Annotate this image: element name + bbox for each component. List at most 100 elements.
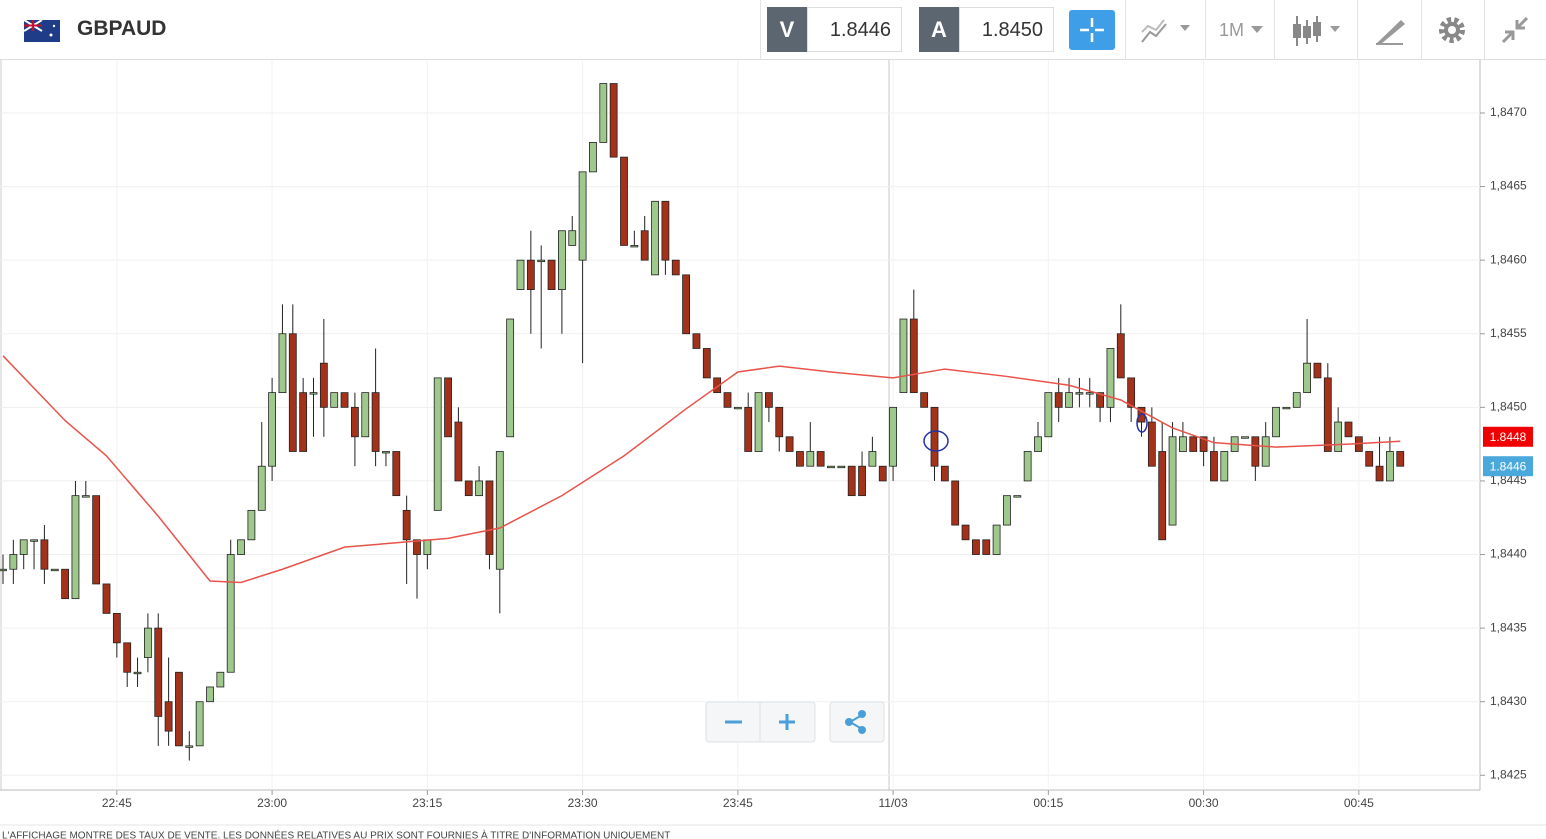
candle-body [1251, 436, 1260, 467]
candle-body [1023, 451, 1032, 482]
candle-body [350, 406, 359, 438]
buy-price[interactable]: 1.8450 [959, 7, 1054, 52]
x-tick-label: 00:45 [1344, 796, 1374, 810]
y-tick-label: 1,8435 [1490, 620, 1527, 634]
candle-body [299, 392, 308, 452]
share-dot [845, 718, 853, 726]
candle-body [361, 392, 370, 438]
candle-body [620, 156, 628, 246]
candle-body [558, 230, 566, 290]
candle-body [1303, 362, 1311, 394]
x-tick-label: 11/03 [879, 796, 908, 810]
candle-body [837, 465, 846, 469]
candle-body [288, 333, 297, 452]
separator [1125, 0, 1126, 60]
timeframe[interactable]: 1M [1219, 20, 1245, 40]
candle-body [1147, 421, 1156, 467]
candle-body [278, 333, 287, 394]
candle-body [9, 554, 18, 570]
candle-body [506, 318, 515, 438]
candle-body [154, 627, 163, 717]
sell-price[interactable]: 1.8446 [807, 7, 902, 52]
candle-body [589, 142, 597, 173]
candle-body [454, 421, 463, 482]
candle-body [19, 539, 28, 555]
x-tick-label: 23:15 [412, 796, 442, 810]
price-tag [1483, 426, 1533, 447]
candle-body [485, 480, 494, 555]
candle-body [1065, 392, 1073, 408]
candle-body [237, 539, 245, 555]
candle-body [547, 259, 556, 290]
buy-label[interactable]: A [919, 7, 959, 52]
candle-body [609, 83, 618, 158]
candle-body [1003, 495, 1011, 526]
candle-body [1365, 451, 1374, 467]
candle-body [765, 392, 773, 408]
x-tick-label: 23:45 [723, 796, 753, 810]
chart-type-button[interactable] [1140, 16, 1196, 46]
price-tag-label: 1.8448 [1490, 430, 1527, 444]
candle-body [754, 392, 763, 452]
candle-body [330, 392, 339, 408]
separator [1357, 0, 1358, 60]
candle-body [827, 465, 835, 469]
y-tick-label: 1,8465 [1490, 179, 1527, 193]
candle-body [702, 348, 711, 379]
share-button[interactable] [829, 701, 885, 743]
candle-body [878, 465, 887, 482]
moving-average [2, 355, 1401, 584]
candle-body [1386, 451, 1394, 482]
candle-body [920, 392, 929, 408]
candle-body [1396, 451, 1405, 467]
candle-body [216, 671, 225, 688]
candle-body [692, 333, 701, 349]
candle-body [1375, 465, 1384, 482]
candle-body [1272, 406, 1280, 438]
x-tick-label: 23:00 [257, 796, 287, 810]
candle-body [319, 362, 328, 408]
candle-body [992, 524, 1001, 555]
candle-body [464, 480, 473, 497]
candle-body [1044, 392, 1053, 438]
zoom-in[interactable] [779, 714, 795, 730]
price-tag-label: 1.8446 [1490, 459, 1527, 473]
candle-body [1282, 406, 1291, 410]
candles-button[interactable] [1290, 14, 1348, 48]
candle-body [175, 671, 183, 747]
candle-body [858, 465, 866, 497]
candle-body [92, 495, 101, 585]
y-tick-label: 1,8430 [1490, 694, 1527, 708]
candle-body [961, 524, 970, 541]
sell-label[interactable]: V [767, 7, 807, 52]
y-tick-label: 1,8445 [1490, 473, 1527, 487]
candle-body [982, 539, 991, 555]
candle-body [1096, 392, 1104, 408]
candle-body [640, 230, 649, 261]
candle-body [599, 83, 608, 143]
candle-body [433, 377, 442, 511]
candle-body [940, 465, 949, 482]
candle-body [371, 392, 380, 452]
candle-body [413, 539, 421, 555]
candle-body [847, 465, 856, 497]
candle-body [1013, 495, 1022, 498]
symbol: GBPAUD [77, 17, 167, 40]
candle-body [50, 568, 59, 572]
candle-body [1106, 348, 1115, 408]
candle-body [889, 406, 897, 467]
candle-body [1168, 436, 1177, 526]
candle-body [61, 568, 69, 600]
x-tick-label: 23:30 [568, 796, 598, 810]
draw-button[interactable] [1373, 16, 1407, 46]
collapse-button[interactable] [1499, 14, 1531, 46]
candle-body [133, 671, 142, 675]
settings-button[interactable] [1436, 14, 1468, 46]
candle-body [1034, 436, 1042, 452]
crosshair-button[interactable] [1069, 10, 1115, 50]
candle-body [661, 200, 670, 261]
x-tick-label: 00:30 [1189, 796, 1219, 810]
candle-body [392, 451, 401, 497]
candle-body [1127, 377, 1136, 408]
